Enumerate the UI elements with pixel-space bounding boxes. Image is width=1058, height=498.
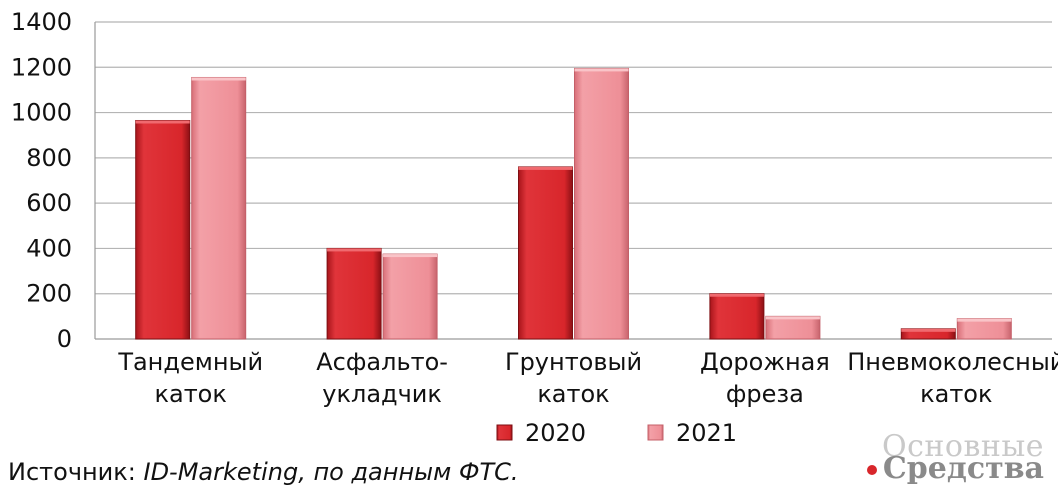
y-axis: 0 200 400 600 800 1000 1200 1400 [11, 8, 96, 353]
source-note: Источник: ID-Marketing, по данным ФТС. [8, 458, 519, 486]
legend-label-2020: 2020 [525, 419, 586, 447]
x-tick-label-line: Асфальто- [316, 348, 448, 376]
bar-2021 [191, 76, 247, 340]
x-tick-label: Пневмоколесный каток [847, 348, 1058, 408]
bar-top-highlight [383, 254, 438, 258]
logo-line-1: Основные [882, 429, 1044, 464]
bar-2020 [326, 247, 382, 340]
y-tick-label: 200 [26, 280, 72, 308]
bars [135, 67, 1012, 340]
bar-2020 [709, 293, 765, 340]
bar-top-highlight [191, 77, 246, 81]
bar-top-highlight [574, 68, 629, 72]
bar-2021 [956, 318, 1012, 340]
x-tick-label-line: Пневмоколесный [847, 348, 1058, 376]
grid-lines [95, 21, 1052, 340]
bar-top-highlight [518, 166, 573, 170]
bar-top-highlight [709, 293, 764, 297]
logo-dot [866, 465, 877, 475]
x-axis-labels: Тандемный каток Асфальто-укладчик Грунтовый… [117, 348, 1058, 408]
x-tick-label: Асфальто-укладчик [316, 348, 448, 408]
x-tick-label-line: Дорожная [700, 348, 830, 376]
x-tick-label-line: Грунтовый [505, 348, 642, 376]
x-tick-label: Грунтовый каток [505, 348, 642, 408]
y-tick-label: 1400 [11, 8, 72, 36]
legend-swatch-2020 [496, 424, 513, 441]
bar-top-highlight [957, 318, 1012, 322]
source-text: ID-Marketing, по данным ФТС. [143, 458, 519, 486]
bar-top-highlight [901, 328, 956, 332]
x-tick-label-line: каток [920, 380, 992, 408]
y-tick-label: 1000 [11, 99, 72, 127]
y-tick-label: 400 [26, 234, 72, 262]
y-tick-label: 1200 [11, 53, 72, 81]
y-tick-label: 0 [57, 325, 72, 353]
x-tick-label-line: Тандемный [117, 348, 263, 376]
x-tick-label-line: каток [537, 380, 609, 408]
bar-2021 [765, 315, 821, 340]
brand-logo: Основные Средства [866, 429, 1044, 486]
bar-2021 [382, 253, 438, 340]
logo-line-2: Средства [882, 451, 1044, 486]
bar-chart: 0 200 400 600 800 1000 1200 1400 Тандемный каток… [11, 8, 1058, 447]
x-tick-label: Дорожная фреза [700, 348, 830, 408]
legend-label-2021: 2021 [676, 419, 737, 447]
bar-2021 [574, 67, 629, 340]
bar-top-highlight [135, 120, 190, 124]
x-tick-label-line: фреза [726, 380, 804, 408]
bar-top-highlight [327, 248, 382, 252]
x-tick-label: Тандемный каток [117, 348, 263, 408]
legend: 2020 2021 [496, 419, 737, 447]
legend-swatch-2021 [647, 424, 664, 441]
x-tick-label-line: укладчик [322, 380, 442, 408]
bar-2020 [518, 166, 573, 340]
source-prefix: Источник: [8, 458, 144, 486]
y-tick-label: 600 [26, 189, 72, 217]
y-tick-label: 800 [26, 144, 72, 172]
x-tick-label-line: каток [155, 380, 227, 408]
bar-2020 [135, 119, 191, 340]
bar-top-highlight [765, 316, 820, 320]
